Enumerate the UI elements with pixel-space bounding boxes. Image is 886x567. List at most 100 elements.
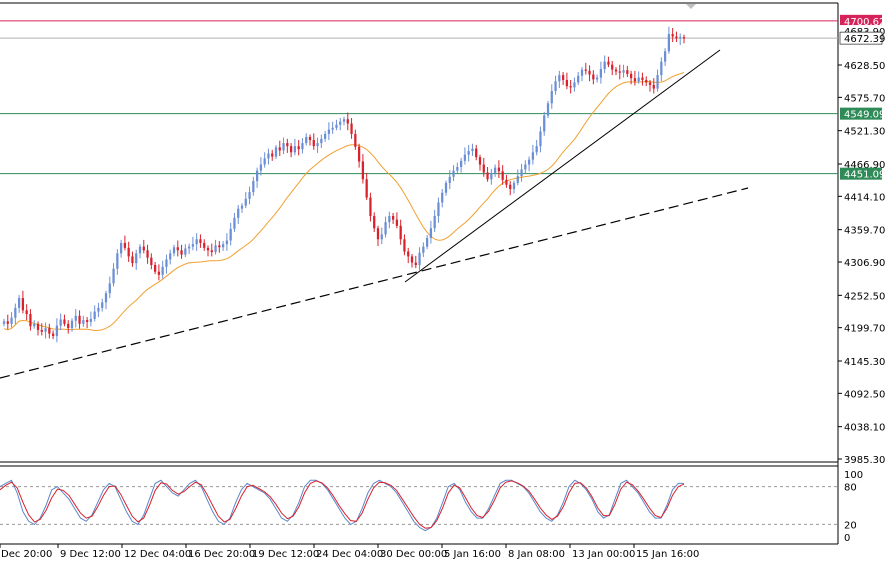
candle-body xyxy=(339,121,342,125)
candle-body xyxy=(67,323,70,329)
candle-body xyxy=(471,148,474,152)
candle-body xyxy=(546,103,550,116)
y-tick-label: 4252.50 xyxy=(844,291,885,302)
candle-body xyxy=(36,323,40,330)
candle-body xyxy=(675,36,678,39)
candle-body xyxy=(93,311,96,319)
stoch-tick-label: 20 xyxy=(844,520,857,531)
candle-body xyxy=(214,245,217,253)
candle-body xyxy=(475,148,478,158)
candle-body xyxy=(527,159,531,165)
candle-body xyxy=(410,256,414,263)
candle-body xyxy=(161,266,164,275)
y-tick-label: 4466.90 xyxy=(844,160,885,171)
candle-body xyxy=(21,298,25,311)
candle-body xyxy=(127,247,130,257)
candle-body xyxy=(203,242,206,248)
candle-body xyxy=(588,70,591,75)
candle-body xyxy=(252,181,255,193)
candle-body xyxy=(459,160,463,167)
candle-body xyxy=(679,37,682,39)
candle-body xyxy=(520,169,523,177)
candle-body xyxy=(271,153,274,157)
candle-body xyxy=(671,34,674,37)
stoch-line xyxy=(0,480,685,529)
candle-body xyxy=(218,245,221,248)
candle-body xyxy=(104,293,108,303)
candle-body xyxy=(335,124,338,128)
candle-body xyxy=(497,167,501,172)
candle-body xyxy=(444,182,448,193)
candle-body xyxy=(501,171,504,180)
x-tick-label: 9 Dec 12:00 xyxy=(60,549,121,560)
candle-body xyxy=(101,302,104,308)
candle-body xyxy=(543,115,546,132)
candle-body xyxy=(361,161,365,180)
level-tag xyxy=(839,31,883,45)
candle-body xyxy=(577,75,580,83)
candle-body xyxy=(97,307,100,312)
candle-body xyxy=(682,37,686,39)
candle-body xyxy=(293,146,297,153)
candle-body xyxy=(456,166,459,171)
candle-body xyxy=(14,307,17,318)
candle-body xyxy=(524,164,527,170)
candle-body xyxy=(2,321,6,324)
candle-body xyxy=(429,228,433,239)
candle-body xyxy=(40,329,43,332)
level-tag-label: 4451.09 xyxy=(844,170,885,181)
candle-body xyxy=(191,244,195,247)
candle-body xyxy=(225,240,229,245)
candle-body xyxy=(512,182,516,190)
candle-body xyxy=(652,84,655,89)
y-tick-label: 4628.50 xyxy=(844,61,885,72)
candle-body xyxy=(369,197,372,216)
candle-body xyxy=(63,319,66,324)
candle-body xyxy=(263,158,266,165)
y-tick-label: 4092.50 xyxy=(844,389,885,400)
candle-body xyxy=(391,215,395,220)
x-tick-label: 8 Jan 08:00 xyxy=(508,549,565,560)
x-tick-label: 19 Dec 12:00 xyxy=(252,549,319,560)
candle-body xyxy=(119,242,123,254)
candle-body xyxy=(486,172,489,180)
candle-body xyxy=(123,242,127,248)
candle-body xyxy=(327,129,331,134)
candle-body xyxy=(365,179,368,198)
x-tick-label: 5 Jan 16:00 xyxy=(444,549,501,560)
dashed-trendline xyxy=(0,187,749,379)
candle-body xyxy=(237,208,240,218)
candle-body xyxy=(626,70,629,74)
candle-body xyxy=(85,320,89,322)
candle-body xyxy=(380,234,383,240)
candle-body xyxy=(142,246,145,251)
candle-body xyxy=(172,247,176,254)
candle-body xyxy=(463,154,467,161)
price-grid-frame xyxy=(0,2,839,545)
candle-body xyxy=(376,228,380,240)
candle-body xyxy=(297,146,300,150)
candle-body xyxy=(44,328,47,332)
candle-body xyxy=(554,81,557,92)
candle-body xyxy=(622,70,625,73)
candle-body xyxy=(184,248,187,255)
candle-body xyxy=(433,215,436,229)
candle-body xyxy=(221,244,225,248)
candle-body xyxy=(452,170,455,177)
candle-body xyxy=(240,205,244,209)
candle-body xyxy=(176,247,179,251)
candle-body xyxy=(663,51,667,62)
candle-body xyxy=(509,184,512,190)
candle-body xyxy=(59,319,62,326)
candle-body xyxy=(478,157,482,165)
candle-body xyxy=(259,164,263,171)
candle-body xyxy=(33,323,36,327)
candle-body xyxy=(354,133,357,147)
candle-body xyxy=(165,259,168,267)
y-tick-label: 4521.30 xyxy=(844,127,885,138)
candle-body xyxy=(116,253,119,269)
candle-body xyxy=(637,77,640,82)
candle-body xyxy=(641,77,644,81)
